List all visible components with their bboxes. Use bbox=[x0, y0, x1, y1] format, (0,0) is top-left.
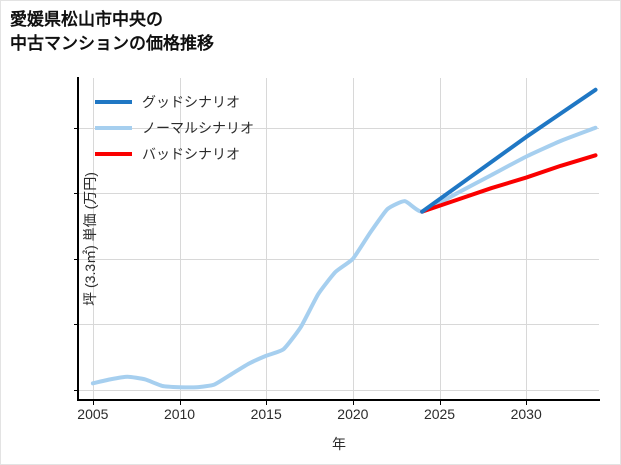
y-axis-label: 坪 (3.3㎡) 単価 (万円) bbox=[81, 171, 98, 306]
legend-item-good[interactable]: グッドシナリオ bbox=[95, 93, 254, 110]
gridline-vertical bbox=[526, 78, 528, 399]
x-axis-tick-mark bbox=[92, 401, 94, 405]
x-axis-tick-label: 2020 bbox=[337, 406, 369, 422]
y-axis-tick-mark bbox=[74, 258, 78, 260]
x-axis-tick-mark bbox=[439, 401, 441, 405]
y-axis-tick-mark bbox=[74, 389, 78, 391]
gridline-horizontal bbox=[79, 389, 599, 391]
x-axis-tick-mark bbox=[179, 401, 181, 405]
legend-item-bad[interactable]: バッドシナリオ bbox=[95, 145, 254, 162]
x-axis-tick-label: 2005 bbox=[77, 406, 109, 422]
series-line-normal bbox=[90, 125, 598, 390]
chart-legend: グッドシナリオ ノーマルシナリオ バッドシナリオ bbox=[95, 93, 254, 162]
legend-item-normal[interactable]: ノーマルシナリオ bbox=[95, 119, 254, 136]
page-title: 愛媛県松山市中央の 中古マンションの価格推移 bbox=[10, 10, 214, 54]
gridline-vertical bbox=[92, 78, 94, 399]
x-axis-tick-mark bbox=[266, 401, 268, 405]
x-axis-tick-label: 2025 bbox=[423, 406, 456, 422]
legend-swatch-bad bbox=[95, 151, 132, 156]
x-axis-tick-mark bbox=[526, 401, 528, 405]
x-axis-label: 年 bbox=[332, 436, 346, 452]
x-axis-tick-mark bbox=[352, 401, 354, 405]
y-axis-tick-mark bbox=[74, 324, 78, 326]
y-axis-spine bbox=[77, 77, 79, 400]
x-axis-tick-label: 2010 bbox=[163, 406, 196, 422]
y-axis-tick-mark bbox=[74, 127, 78, 129]
legend-swatch-normal bbox=[95, 125, 132, 130]
gridline-vertical bbox=[179, 78, 181, 399]
x-axis-spine bbox=[77, 399, 600, 401]
legend-label: グッドシナリオ bbox=[142, 93, 240, 110]
gridline-vertical bbox=[352, 78, 354, 399]
x-axis-tick-label: 2015 bbox=[250, 406, 282, 422]
legend-swatch-good bbox=[95, 99, 132, 104]
plot-background bbox=[79, 78, 599, 399]
gridline-horizontal bbox=[79, 324, 599, 326]
legend-label: ノーマルシナリオ bbox=[142, 119, 254, 136]
series-lines bbox=[90, 87, 598, 390]
plot-area: 50100150200250 200520102015202020252030 … bbox=[74, 77, 600, 452]
x-axis-tick-label: 2030 bbox=[510, 406, 542, 422]
series-line-good bbox=[420, 87, 598, 214]
gridline-horizontal bbox=[79, 193, 599, 195]
gridline-vertical bbox=[439, 78, 441, 399]
gridline-horizontal bbox=[79, 258, 599, 260]
series-line-bad bbox=[420, 153, 598, 214]
legend-label: バッドシナリオ bbox=[142, 145, 240, 162]
y-axis-tick-mark bbox=[74, 193, 78, 195]
gridline-horizontal bbox=[79, 127, 599, 129]
gridline-vertical bbox=[266, 78, 268, 399]
